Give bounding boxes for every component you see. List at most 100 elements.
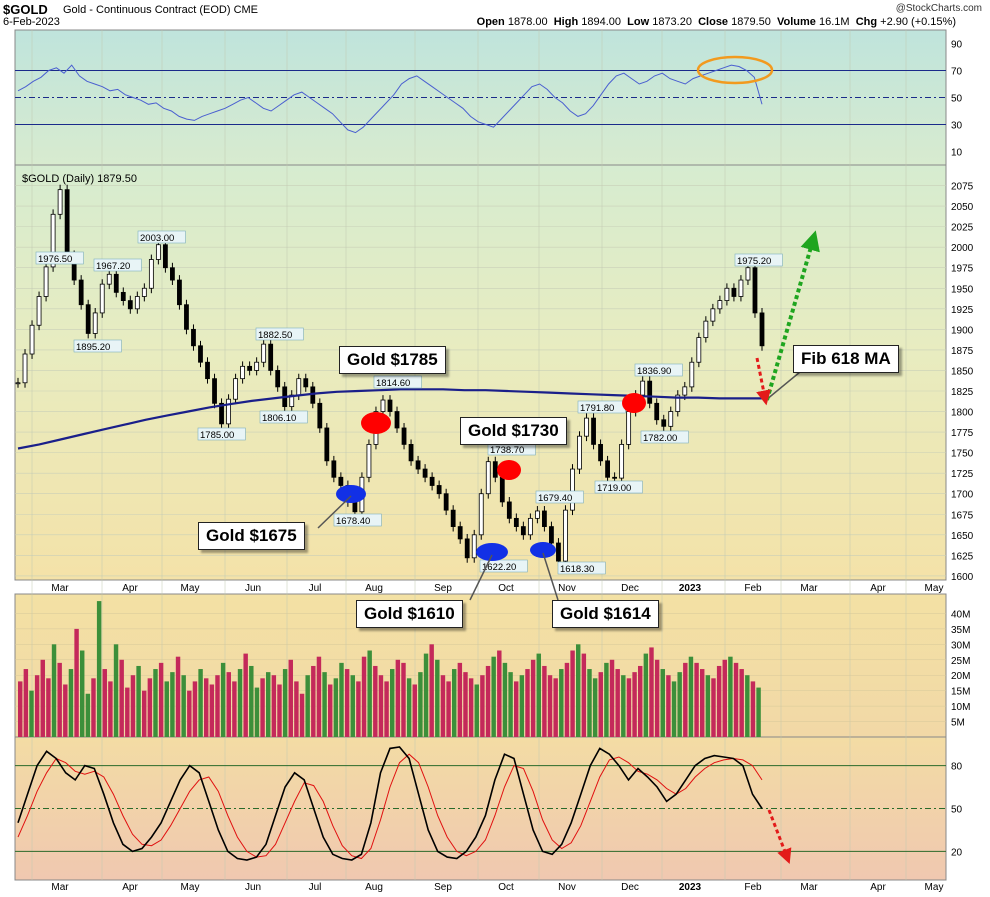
volume-bar: [406, 678, 412, 737]
volume-bar: [491, 656, 496, 737]
volume-bar: [395, 659, 401, 737]
volume-bar: [311, 665, 316, 737]
volume-bar: [175, 656, 181, 737]
price-label-box: [137, 230, 186, 244]
month-tick-bottom: Jun: [245, 882, 261, 893]
price-candle-body: [457, 526, 463, 540]
price-candle-body: [436, 485, 442, 495]
volume-value: 16.1M: [819, 16, 850, 28]
volume-bar: [688, 656, 694, 737]
volume-bar: [130, 675, 136, 737]
price-candle-body: [296, 378, 302, 396]
volume-bar: [514, 681, 519, 737]
volume-bar: [756, 687, 761, 737]
marker-red-1785: [361, 412, 391, 434]
month-tick: Apr: [122, 583, 138, 594]
price-candle-body: [317, 402, 323, 429]
price-candle-body: [254, 361, 260, 371]
price-label: 1622.20: [482, 562, 516, 573]
price-label: 1738.70: [490, 445, 524, 456]
rsi-line: [17, 64, 763, 134]
price-candle-body: [212, 378, 217, 404]
month-tick: Mar: [800, 583, 818, 594]
price-candle-body: [598, 444, 603, 462]
price-candle-body: [106, 273, 112, 285]
pointer-1675: [317, 495, 352, 529]
volume-bar: [677, 672, 682, 737]
price-candle-body: [485, 461, 491, 495]
volume-bar: [660, 669, 665, 737]
marker-blue-1610: [476, 543, 508, 561]
volume-bar: [683, 662, 688, 737]
volume-bar: [243, 653, 248, 737]
price-candle-body: [268, 343, 274, 371]
price-candle-body: [85, 304, 91, 334]
volume-bar: [277, 684, 282, 737]
volume-bar: [423, 653, 429, 737]
price-candle-body: [584, 417, 589, 437]
price-candle-body: [134, 296, 140, 310]
rsi-tick: 30: [951, 121, 963, 132]
price-candle-body: [724, 287, 730, 301]
volume-bar: [181, 675, 186, 737]
price-candle-body: [198, 345, 203, 363]
price-candle-body: [471, 534, 477, 559]
price-candle-body: [275, 370, 281, 388]
volume-bar: [305, 675, 310, 737]
volume-bar: [288, 659, 293, 737]
price-candle-body: [219, 402, 224, 425]
volume-bar: [626, 678, 632, 737]
month-tick-bottom: May: [181, 882, 200, 893]
volume-bar: [598, 672, 603, 737]
price-tick: 1900: [951, 325, 974, 336]
price-candle-body: [591, 417, 596, 445]
chg-value: +2.90 (+0.15%): [880, 16, 956, 28]
low-value: 1873.20: [652, 16, 692, 28]
volume-bar: [553, 678, 558, 737]
price-candle-body: [310, 386, 316, 404]
price-candle-body: [703, 320, 709, 338]
volume-label: Volume: [777, 16, 816, 28]
volume-bar: [34, 675, 40, 737]
red-arrow-stochastic: [767, 809, 792, 865]
month-tick: Apr: [870, 583, 886, 594]
volume-bar: [604, 662, 609, 737]
price-candle-body: [570, 468, 575, 511]
price-label-box: [73, 339, 122, 353]
price-candle-body: [619, 444, 625, 479]
volume-bar: [739, 669, 744, 737]
price-tick: 1825: [951, 387, 974, 398]
price-label: 1882.50: [258, 330, 292, 341]
price-candle-body: [303, 378, 309, 388]
rsi-tick: 50: [951, 94, 963, 105]
rsi-tick: 10: [951, 148, 963, 159]
price-candle-body: [422, 468, 428, 478]
price-candle-body: [127, 300, 133, 310]
price-tick: 2075: [951, 182, 974, 193]
price-candle-body: [731, 287, 737, 297]
price-tick: 1700: [951, 490, 974, 501]
price-label-box: [35, 251, 84, 265]
volume-bar: [705, 675, 711, 737]
volume-tick: 35M: [951, 625, 970, 636]
volume-bar: [711, 678, 716, 737]
volume-bar: [215, 675, 220, 737]
volume-bar: [282, 669, 288, 737]
pointer-1610: [469, 554, 493, 601]
price-candle-body: [759, 312, 765, 347]
price-candle-body: [148, 259, 154, 289]
price-candle-body: [647, 380, 653, 404]
price-label: 1791.80: [580, 403, 614, 414]
price-candle-body: [752, 267, 758, 314]
month-tick: Jun: [245, 583, 261, 594]
volume-bar: [525, 669, 530, 737]
volume-bar: [209, 684, 215, 737]
exchange: CME: [233, 4, 259, 16]
volume-bar: [536, 653, 541, 737]
stochastic-d-line: [17, 753, 763, 860]
volume-bar: [440, 675, 446, 737]
close-label: Close: [698, 16, 729, 28]
month-tick-bottom: Mar: [51, 882, 69, 893]
price-label: 1782.00: [643, 433, 677, 444]
callout-gold-1610: Gold $1610: [356, 600, 463, 628]
